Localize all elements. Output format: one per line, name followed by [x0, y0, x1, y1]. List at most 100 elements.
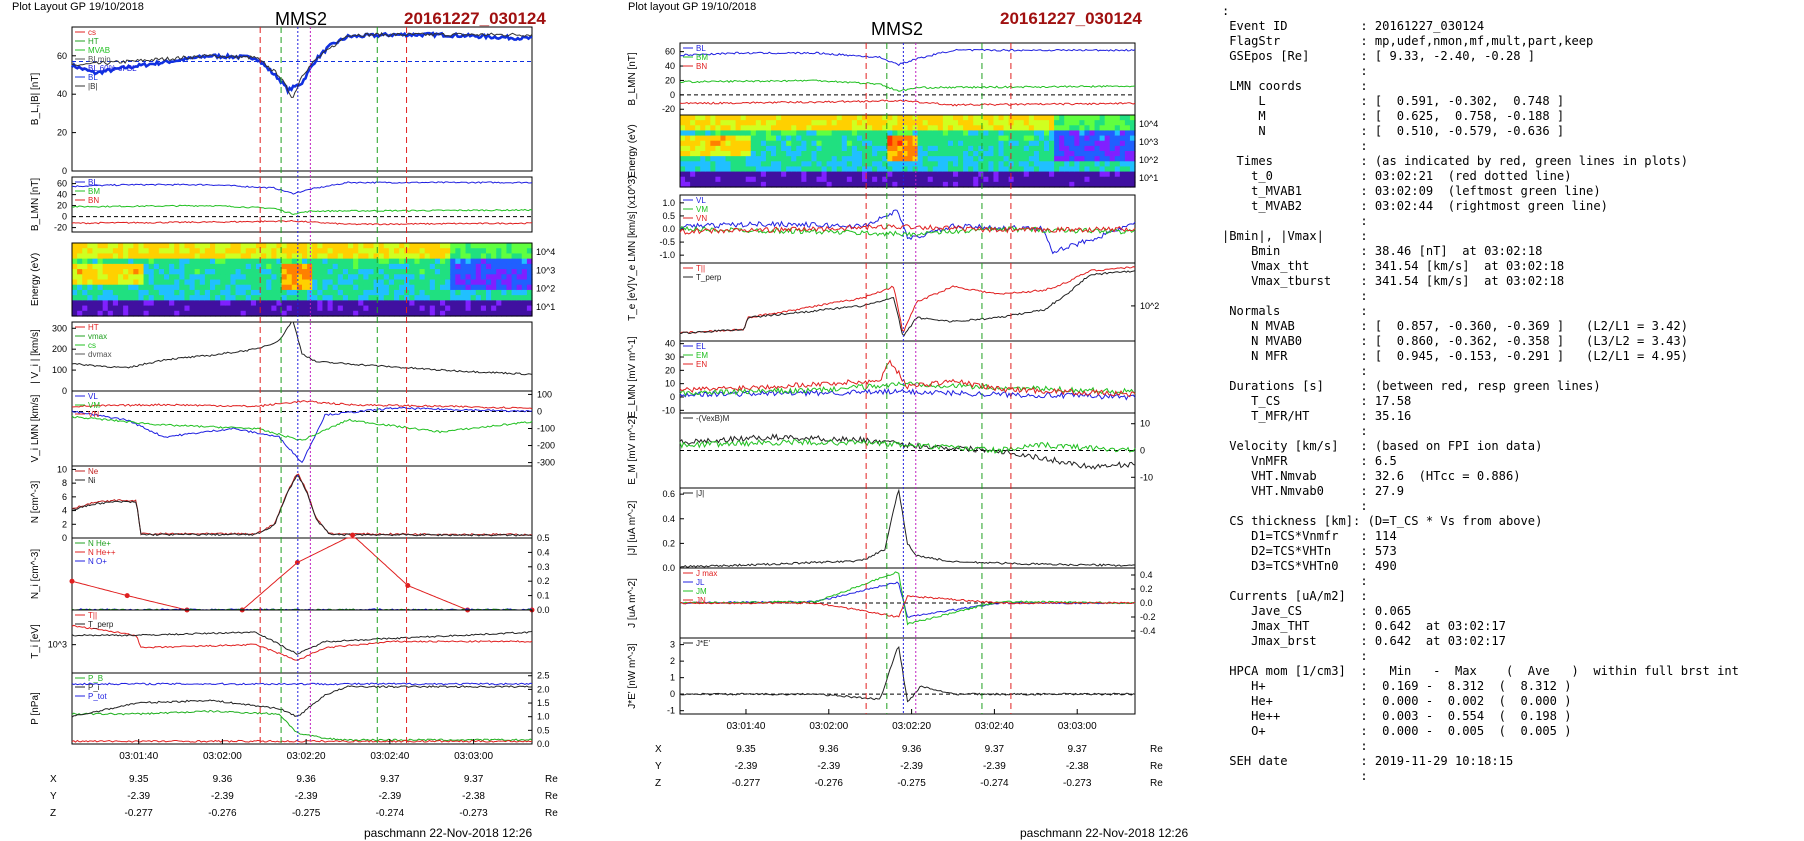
spectrogram-cell — [998, 125, 1005, 132]
spectrogram-cell — [526, 300, 533, 307]
spectrogram-cell — [358, 248, 364, 255]
spectrogram-cell — [897, 120, 904, 126]
spectrogram-cell — [1023, 151, 1030, 157]
spectrogram-cell — [394, 295, 400, 301]
spectrogram-cell — [796, 151, 802, 157]
spectrogram-cell — [998, 156, 1005, 162]
series-line — [71, 624, 533, 661]
spectrogram-cell — [394, 310, 400, 317]
spectrogram-cell — [363, 300, 370, 307]
spectrogram-cell — [1084, 171, 1091, 178]
spectrogram-cell — [281, 243, 288, 249]
spectrogram-cell — [993, 135, 1000, 142]
panel-frame — [71, 672, 533, 745]
spectrogram-cell — [872, 145, 878, 152]
spectrogram-cell — [690, 156, 696, 162]
spectrogram-cell — [501, 263, 508, 270]
spectrogram-cell — [1094, 166, 1101, 173]
spectrogram-cell — [710, 166, 716, 173]
spectrogram-cell — [225, 310, 232, 317]
spectrogram-cell — [725, 151, 732, 157]
spectrogram-cell — [882, 145, 888, 152]
spectrogram-cell — [781, 151, 787, 157]
spectrogram-cell — [978, 130, 984, 137]
tick-label: 10^3 — [48, 640, 67, 650]
spectrogram-cell — [1059, 120, 1065, 126]
tick-label: 10^2 — [1139, 155, 1158, 165]
spectrogram-cell — [1109, 130, 1116, 137]
spectrogram-cell — [776, 115, 782, 121]
spectrogram-cell — [765, 181, 772, 188]
spectrogram-cell — [740, 161, 747, 168]
spectrogram-cell — [215, 274, 221, 281]
spectrogram-cell — [322, 253, 329, 260]
spectrogram-cell — [440, 310, 446, 317]
spectrogram-cell — [730, 140, 737, 147]
summary-line: T_CS : 17.58 — [1222, 394, 1412, 408]
spectrogram-cell — [811, 151, 818, 157]
spectrogram-cell — [892, 130, 898, 137]
spectrogram-cell — [836, 171, 843, 178]
spectrogram-cell — [988, 145, 995, 152]
spectrogram-cell — [112, 279, 119, 286]
position-unit: Re — [1150, 778, 1163, 789]
spectrogram-cell — [791, 130, 797, 137]
spectrogram-cell — [312, 253, 318, 260]
spectrogram-cell — [399, 279, 405, 286]
spectrogram-cell — [302, 269, 308, 275]
spectrogram-cell — [312, 243, 318, 249]
spectrogram-cell — [281, 258, 288, 265]
spectrogram-cell — [801, 115, 807, 121]
spectrogram-cell — [388, 248, 395, 255]
spectrogram-cell — [826, 135, 833, 142]
spectrogram-cell — [353, 305, 359, 312]
tick-label: 1.0 — [662, 198, 675, 208]
spectrogram-cell — [725, 115, 732, 121]
spectrogram-cell — [983, 181, 989, 188]
spectrogram-cell — [112, 248, 119, 255]
spectrogram-cell — [1008, 135, 1015, 142]
tick-label: 0.4 — [537, 547, 550, 557]
panel-ylabel: |J| [uA m^-2] — [627, 500, 638, 555]
spectrogram-cell — [424, 295, 431, 301]
tick-label: 1.0 — [537, 712, 550, 722]
spectrogram-cell — [210, 243, 216, 249]
spectrogram-cell — [821, 151, 828, 157]
spectrogram-cell — [1124, 176, 1131, 183]
spectrogram-cell — [1084, 145, 1091, 152]
spectrogram-cell — [872, 135, 878, 142]
spectrogram-cell — [358, 289, 364, 296]
spectrogram-cell — [368, 269, 375, 275]
spectrogram-cell — [245, 248, 252, 255]
spectrogram-cell — [158, 274, 165, 281]
spectrogram-cell — [1013, 171, 1020, 178]
spectrogram-cell — [1079, 181, 1086, 188]
spectrogram-cell — [1033, 171, 1040, 178]
spectrogram-cell — [725, 181, 732, 188]
spectrogram-cell — [1069, 176, 1075, 183]
spectrogram-cell — [317, 274, 324, 281]
spectrogram-cell — [902, 176, 909, 183]
spectrogram-cell — [348, 310, 354, 317]
spectrogram-cell — [317, 310, 324, 317]
spectrogram-cell — [138, 243, 145, 249]
spectrogram-cell — [460, 269, 467, 275]
spectrogram-cell — [148, 284, 155, 291]
spectrogram-cell — [862, 161, 868, 168]
spectrogram-cell — [107, 289, 114, 296]
spectrogram-cell — [760, 130, 767, 137]
spectrogram-cell — [750, 176, 757, 183]
spectrogram-cell — [378, 310, 385, 317]
spectrogram-cell — [1099, 171, 1106, 178]
spectrogram-cell — [765, 151, 772, 157]
spectrogram-cell — [932, 156, 939, 162]
spectrogram-cell — [235, 279, 242, 286]
left-footer: paschmann 22-Nov-2018 12:26 — [364, 826, 533, 840]
spectrogram-cell — [998, 145, 1005, 152]
spectrogram-cell — [771, 161, 777, 168]
legend-label: BL — [88, 178, 98, 187]
summary-line: Normals : — [1222, 304, 1368, 318]
legend-label: vmax — [88, 332, 107, 341]
spectrogram-cell — [256, 284, 262, 291]
spectrogram-cell — [138, 248, 145, 255]
